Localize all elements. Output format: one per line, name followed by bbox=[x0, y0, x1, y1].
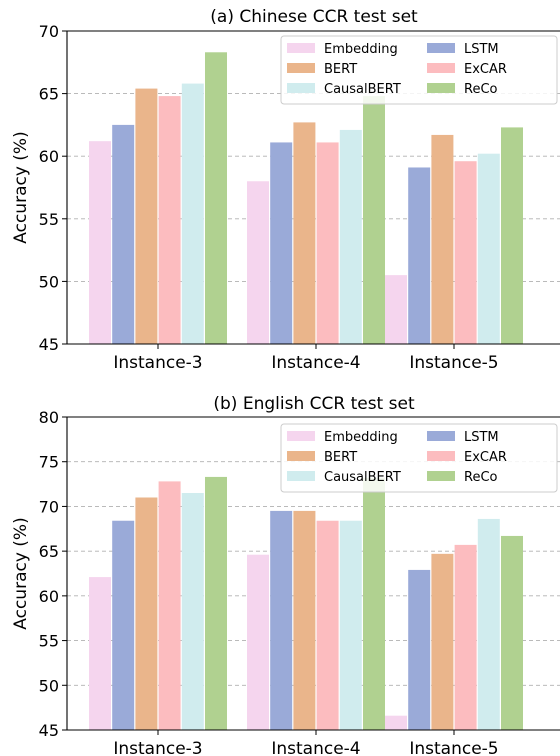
y-tick-label: 45 bbox=[39, 335, 59, 354]
bar-embedding-instance-3 bbox=[89, 141, 111, 344]
bar-embedding-instance-4 bbox=[247, 181, 269, 344]
legend-label-excar: ExCAR bbox=[464, 450, 507, 465]
bar-excar-instance-3 bbox=[158, 481, 181, 730]
legend-swatch-excar bbox=[427, 63, 455, 73]
bar-causalbert-instance-3 bbox=[181, 493, 204, 730]
legend: Embedding LSTM BERT ExCAR CausalBERT ReCo bbox=[280, 423, 558, 493]
bar-embedding-instance-4 bbox=[247, 554, 269, 730]
y-tick-label: 45 bbox=[39, 721, 59, 740]
bar-lstm-instance-3 bbox=[112, 124, 135, 345]
legend-swatch-causalbert bbox=[287, 83, 315, 93]
legend-swatch-embedding bbox=[287, 43, 315, 53]
y-tick-label: 60 bbox=[39, 587, 59, 606]
legend-swatch-causalbert bbox=[287, 471, 315, 481]
bar-embedding-instance-3 bbox=[89, 577, 111, 730]
bar-reco-instance-4 bbox=[363, 477, 385, 730]
bar-bert-instance-5 bbox=[431, 553, 454, 730]
chart-panel-b: 45 50 55 60 65 70 75 80 Instance-3 Instance-4 Inst… bbox=[11, 394, 560, 756]
legend-label-causalbert: CausalBERT bbox=[324, 470, 401, 485]
x-tick-label: Instance-5 bbox=[409, 353, 498, 373]
bar-lstm-instance-5 bbox=[408, 569, 431, 730]
bar-excar-instance-4 bbox=[316, 520, 339, 730]
legend-frame bbox=[280, 423, 558, 493]
y-axis-label: Accuracy (%) bbox=[11, 131, 31, 243]
bar-causalbert-instance-4 bbox=[339, 129, 362, 344]
bar-bert-instance-3 bbox=[135, 88, 158, 344]
bar-reco-instance-3 bbox=[205, 52, 227, 344]
y-tick-label: 65 bbox=[39, 542, 59, 561]
bar-embedding-instance-5 bbox=[385, 275, 407, 344]
y-tick-label: 50 bbox=[39, 676, 59, 695]
bar-reco-instance-3 bbox=[205, 476, 227, 730]
bar-excar-instance-4 bbox=[316, 142, 339, 344]
bar-excar-instance-3 bbox=[158, 96, 181, 344]
y-tick-label: 70 bbox=[39, 22, 59, 41]
bar-lstm-instance-3 bbox=[112, 520, 135, 730]
bar-excar-instance-5 bbox=[454, 161, 477, 344]
legend-swatch-embedding bbox=[287, 431, 315, 441]
chart-title: (b) English CCR test set bbox=[213, 394, 415, 414]
x-tick-label: Instance-3 bbox=[113, 739, 202, 756]
legend-label-lstm: LSTM bbox=[464, 430, 499, 445]
y-tick-label: 50 bbox=[39, 272, 59, 291]
bar-lstm-instance-5 bbox=[408, 167, 431, 344]
bar-causalbert-instance-5 bbox=[477, 518, 500, 730]
legend-swatch-bert bbox=[287, 63, 315, 73]
legend-label-reco: ReCo bbox=[464, 470, 498, 485]
legend-label-causalbert: CausalBERT bbox=[324, 82, 401, 97]
legend-swatch-lstm bbox=[427, 431, 455, 441]
legend-frame bbox=[280, 35, 558, 105]
bar-excar-instance-5 bbox=[454, 544, 477, 730]
legend-label-lstm: LSTM bbox=[464, 42, 499, 57]
legend-label-embedding: Embedding bbox=[324, 42, 398, 57]
x-tick-label: Instance-3 bbox=[113, 353, 202, 373]
legend-label-embedding: Embedding bbox=[324, 430, 398, 445]
legend-label-excar: ExCAR bbox=[464, 62, 507, 77]
legend: Embedding LSTM BERT ExCAR CausalBERT ReCo bbox=[280, 35, 558, 105]
legend-swatch-bert bbox=[287, 451, 315, 461]
bar-lstm-instance-4 bbox=[270, 510, 293, 730]
legend-swatch-excar bbox=[427, 451, 455, 461]
bar-bert-instance-5 bbox=[431, 134, 454, 344]
x-tick-label: Instance-4 bbox=[271, 739, 360, 756]
bar-embedding-instance-5 bbox=[385, 715, 407, 730]
y-tick-label: 55 bbox=[39, 632, 59, 651]
bar-causalbert-instance-4 bbox=[339, 520, 362, 730]
legend-swatch-lstm bbox=[427, 43, 455, 53]
bar-bert-instance-3 bbox=[135, 497, 158, 730]
legend-label-bert: BERT bbox=[324, 62, 357, 77]
chart-panel-a: 45 50 55 60 65 70 Instance-3 Instance-4 Instance… bbox=[11, 7, 560, 373]
y-tick-label: 70 bbox=[39, 497, 59, 516]
bar-causalbert-instance-5 bbox=[477, 153, 500, 344]
bar-reco-instance-4 bbox=[363, 96, 385, 344]
legend-swatch-reco bbox=[427, 471, 455, 481]
bar-lstm-instance-4 bbox=[270, 142, 293, 344]
y-axis-label: Accuracy (%) bbox=[11, 517, 31, 629]
y-tick-label: 55 bbox=[39, 210, 59, 229]
bar-reco-instance-5 bbox=[501, 127, 523, 345]
legend-swatch-reco bbox=[427, 83, 455, 93]
legend-label-bert: BERT bbox=[324, 450, 357, 465]
y-tick-label: 65 bbox=[39, 85, 59, 104]
chart-title: (a) Chinese CCR test set bbox=[210, 7, 418, 27]
x-tick-label: Instance-4 bbox=[271, 353, 360, 373]
y-tick-label: 60 bbox=[39, 147, 59, 166]
bar-bert-instance-4 bbox=[293, 122, 316, 345]
bar-reco-instance-5 bbox=[501, 535, 523, 730]
y-tick-label: 80 bbox=[39, 408, 59, 427]
legend-label-reco: ReCo bbox=[464, 82, 498, 97]
bar-bert-instance-4 bbox=[293, 510, 316, 730]
bar-causalbert-instance-3 bbox=[181, 83, 204, 344]
y-tick-label: 75 bbox=[39, 453, 59, 472]
x-tick-label: Instance-5 bbox=[409, 739, 498, 756]
